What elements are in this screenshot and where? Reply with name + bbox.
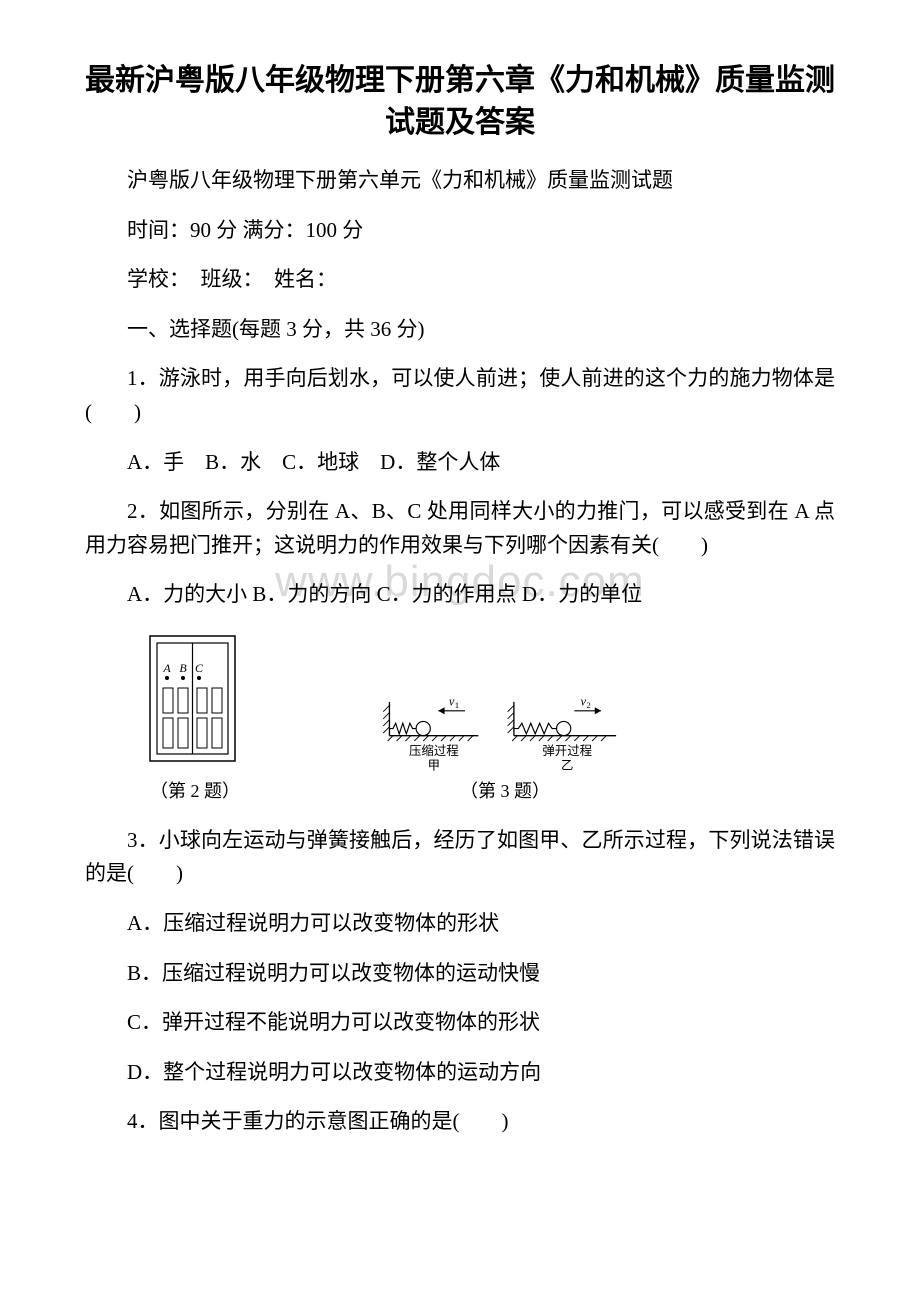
school-class-name: 学校： 班级： 姓名： xyxy=(85,263,835,297)
fullscore-value: 100 分 xyxy=(306,218,364,242)
figure-2-caption: （第 2 题） xyxy=(150,777,240,806)
svg-text:C: C xyxy=(195,661,204,675)
question-3-option-d: D．整个过程说明力可以改变物体的运动方向 xyxy=(85,1056,835,1090)
figure-3-block: v 1 压缩过程 甲 xyxy=(365,693,645,806)
figure-2-block: A B C （第 2 题） xyxy=(145,628,245,806)
figures-row: A B C （第 2 题） xyxy=(85,628,835,806)
question-4-text: 4．图中关于重力的示意图正确的是( ) xyxy=(85,1105,835,1139)
question-2-options: A．力的大小 B．力的方向 C．力的作用点 D．力的单位 xyxy=(85,578,835,612)
svg-text:弹开过程: 弹开过程 xyxy=(542,743,592,758)
fullscore-label: 满分： xyxy=(237,218,305,242)
question-3-option-c: C．弹开过程不能说明力可以改变物体的形状 xyxy=(85,1006,835,1040)
svg-text:2: 2 xyxy=(586,700,590,710)
question-3-option-a: A．压缩过程说明力可以改变物体的形状 xyxy=(85,907,835,941)
door-icon: A B C xyxy=(145,628,245,773)
question-3-option-b: B．压缩过程说明力可以改变物体的运动快慢 xyxy=(85,957,835,991)
svg-text:A: A xyxy=(162,661,171,675)
figure-3-caption: （第 3 题） xyxy=(460,777,550,806)
question-2-text: 2．如图所示，分别在 A、B、C 处用同样大小的力推门，可以感受到在 A 点用力… xyxy=(85,495,835,562)
svg-text:压缩过程: 压缩过程 xyxy=(409,743,459,758)
svg-text:甲: 甲 xyxy=(428,758,440,772)
subtitle: 沪粤版八年级物理下册第六单元《力和机械》质量监测试题 xyxy=(85,164,835,198)
time-full-score: 时间：90 分 满分：100 分 xyxy=(85,214,835,248)
time-label: 时间： xyxy=(127,218,190,242)
question-3-text: 3．小球向左运动与弹簧接触后，经历了如图甲、乙所示过程，下列说法错误的是( ) xyxy=(85,824,835,891)
spring-diagram-icon: v 1 压缩过程 甲 xyxy=(365,693,645,773)
svg-text:乙: 乙 xyxy=(561,758,573,772)
question-1-text: 1．游泳时，用手向后划水，可以使人前进；使人前进的这个力的施力物体是( ) xyxy=(85,362,835,429)
page-title: 最新沪粤版八年级物理下册第六章《力和机械》质量监测试题及答案 xyxy=(85,60,835,144)
svg-text:1: 1 xyxy=(455,700,459,710)
time-value: 90 分 xyxy=(190,218,237,242)
svg-text:B: B xyxy=(179,661,187,675)
section-1-heading: 一、选择题(每题 3 分，共 36 分) xyxy=(85,313,835,347)
question-1-options: A．手 B．水 C．地球 D．整个人体 xyxy=(85,446,835,480)
